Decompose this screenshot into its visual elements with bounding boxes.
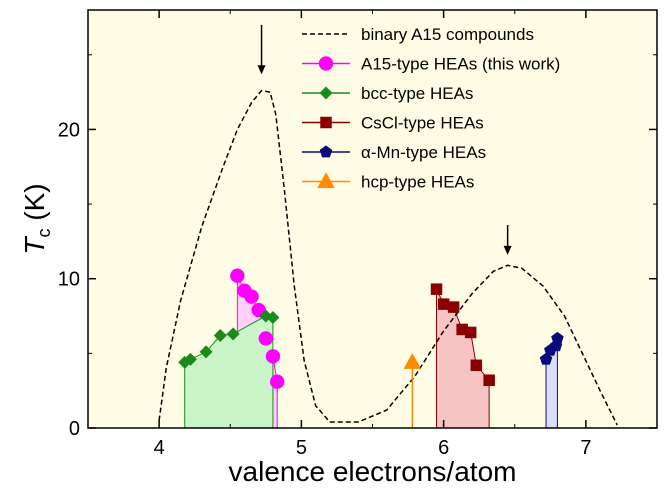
legend-label: binary A15 compounds — [361, 25, 534, 44]
y-tick-label: 20 — [58, 119, 80, 141]
pentagon-point-3 — [551, 331, 564, 344]
legend: binary A15 compounds A15-type HEAs (this … — [302, 25, 560, 192]
x-tick-label: 5 — [296, 437, 307, 459]
legend-triangle-marker — [317, 172, 335, 189]
legend-label: bcc-type HEAs — [361, 84, 473, 103]
x-tick-label: 6 — [438, 437, 449, 459]
x-axis-label: valence electrons/atom — [229, 456, 517, 487]
circle-point-6 — [269, 374, 285, 389]
legend-label: A15-type HEAs (this work) — [361, 55, 560, 74]
triangle-point-0 — [403, 353, 422, 369]
x-tick-label: 7 — [580, 437, 591, 459]
circle-point-4 — [258, 331, 274, 346]
legend-label: CsCl-type HEAs — [361, 114, 484, 133]
y-axis-unit: (K) — [19, 183, 50, 228]
legend-label: α-Mn-type HEAs — [361, 143, 486, 162]
square-point-1 — [437, 298, 450, 310]
circle-point-2 — [244, 289, 259, 304]
y-tick-label: 0 — [69, 418, 80, 440]
legend-pentagon-marker — [319, 145, 333, 158]
series-lines — [158, 89, 618, 428]
y-axis-subscript: c — [34, 229, 54, 238]
legend-diamond-marker — [319, 86, 333, 100]
diamond-point-6 — [266, 310, 280, 325]
arrow-annotations — [257, 24, 512, 255]
square-point-0 — [430, 283, 443, 295]
legend-square-marker — [320, 116, 332, 129]
x-tick-label: 4 — [154, 437, 165, 459]
diamond-point-3 — [213, 328, 227, 343]
y-axis-symbol: T — [19, 236, 50, 255]
square-point-6 — [483, 374, 495, 386]
pentagon-point-0 — [539, 352, 553, 365]
legend-circle-marker — [318, 56, 334, 71]
axis-ticks: 4 5 6 7 0 10 20 — [58, 10, 658, 459]
square-point-4 — [464, 326, 477, 339]
y-axis-label: Tc (K) — [19, 183, 54, 254]
arrow-head-0 — [257, 65, 266, 75]
legend-label: hcp-type HEAs — [361, 173, 474, 192]
square-point-5 — [470, 359, 483, 372]
series-markers — [178, 268, 564, 389]
square-point-2 — [447, 301, 460, 313]
diamond-point-2 — [199, 345, 213, 359]
circle-point-5 — [265, 349, 281, 364]
circle-point-0 — [230, 268, 245, 283]
y-tick-label: 10 — [58, 269, 80, 291]
a15-binary-curve — [158, 89, 618, 426]
arrow-head-1 — [503, 245, 512, 255]
diamond-point-1 — [183, 352, 198, 366]
diamond-point-4 — [226, 327, 240, 341]
